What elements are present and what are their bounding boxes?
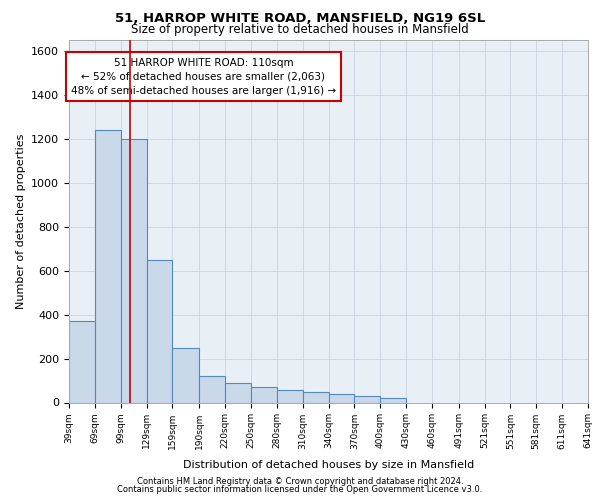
Bar	[225, 382, 251, 402]
Bar	[69, 321, 95, 402]
Bar	[199, 376, 225, 402]
Bar	[172, 348, 199, 403]
X-axis label: Distribution of detached houses by size in Mansfield: Distribution of detached houses by size …	[183, 460, 474, 469]
Text: Size of property relative to detached houses in Mansfield: Size of property relative to detached ho…	[131, 22, 469, 36]
Bar	[121, 139, 146, 402]
Bar	[277, 390, 302, 402]
Bar	[329, 394, 355, 402]
Bar	[146, 260, 172, 402]
Bar	[302, 392, 329, 402]
Text: 51, HARROP WHITE ROAD, MANSFIELD, NG19 6SL: 51, HARROP WHITE ROAD, MANSFIELD, NG19 6…	[115, 12, 485, 26]
Bar	[355, 396, 380, 402]
Text: Contains public sector information licensed under the Open Government Licence v3: Contains public sector information licen…	[118, 485, 482, 494]
Bar	[380, 398, 406, 402]
Bar	[251, 386, 277, 402]
Text: 51 HARROP WHITE ROAD: 110sqm
← 52% of detached houses are smaller (2,063)
48% of: 51 HARROP WHITE ROAD: 110sqm ← 52% of de…	[71, 58, 336, 96]
Bar	[95, 130, 121, 402]
Y-axis label: Number of detached properties: Number of detached properties	[16, 134, 26, 309]
Text: Contains HM Land Registry data © Crown copyright and database right 2024.: Contains HM Land Registry data © Crown c…	[137, 477, 463, 486]
